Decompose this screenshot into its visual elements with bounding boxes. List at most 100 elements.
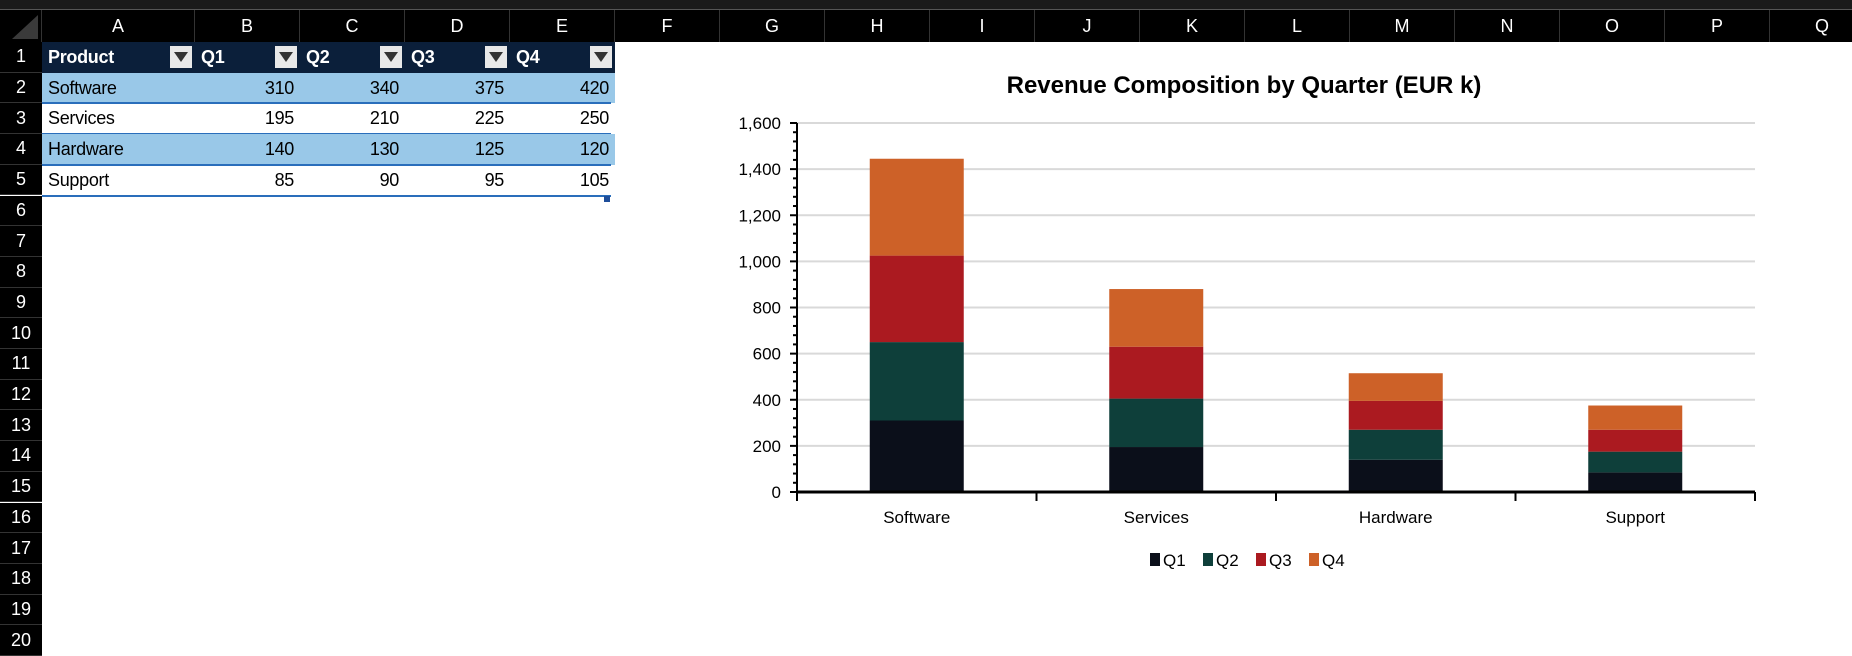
y-tick-label: 400 — [753, 391, 781, 410]
row-header-4[interactable]: 4 — [0, 134, 42, 165]
filter-dropdown-icon[interactable] — [170, 46, 192, 69]
row-divider — [42, 102, 611, 105]
row-header-10[interactable]: 10 — [0, 318, 42, 349]
row-header-5[interactable]: 5 — [0, 164, 42, 196]
bar-software-q4[interactable] — [869, 158, 964, 256]
column-header-F[interactable]: F — [615, 10, 720, 42]
x-category-label: Services — [1124, 508, 1189, 527]
filter-dropdown-icon[interactable] — [380, 46, 402, 69]
column-header-N[interactable]: N — [1455, 10, 1560, 42]
value-cell[interactable]: 250 — [579, 108, 609, 129]
bar-support-q1[interactable] — [1588, 472, 1683, 492]
column-header-M[interactable]: M — [1350, 10, 1455, 42]
table-header-product[interactable]: Product — [42, 42, 195, 73]
table-resize-handle[interactable] — [604, 196, 610, 202]
column-header-E[interactable]: E — [510, 10, 615, 42]
row-header-8[interactable]: 8 — [0, 256, 42, 288]
bar-software-q1[interactable] — [869, 420, 964, 492]
column-header-B[interactable]: B — [195, 10, 300, 42]
value-cell[interactable]: 420 — [510, 72, 615, 104]
select-all-button[interactable] — [0, 10, 42, 42]
bar-support-q4[interactable] — [1588, 405, 1683, 430]
value-cell[interactable]: 140 — [195, 134, 300, 165]
filter-dropdown-icon[interactable] — [485, 46, 507, 69]
value-cell[interactable]: 195 — [264, 108, 294, 129]
bar-support-q3[interactable] — [1588, 429, 1683, 452]
value-cell[interactable]: 210 — [369, 108, 399, 129]
bar-support-q2[interactable] — [1588, 451, 1683, 473]
legend-label: Q3 — [1269, 551, 1292, 570]
value-cell[interactable]: 340 — [300, 72, 405, 104]
value-cell[interactable]: 375 — [405, 72, 510, 104]
product-cell[interactable]: Software — [42, 72, 195, 104]
y-tick-label: 1,600 — [738, 114, 781, 133]
row-header-15[interactable]: 15 — [0, 471, 42, 503]
row-divider — [42, 163, 611, 166]
bar-services-q4[interactable] — [1109, 289, 1204, 347]
row-header-13[interactable]: 13 — [0, 410, 42, 442]
row-header-18[interactable]: 18 — [0, 563, 42, 595]
value-cell[interactable]: 310 — [195, 72, 300, 104]
value-cell[interactable]: 130 — [300, 134, 405, 165]
legend-swatch-q3 — [1256, 553, 1266, 566]
bar-software-q3[interactable] — [869, 255, 964, 343]
legend-label: Q4 — [1322, 551, 1345, 570]
row-header-19[interactable]: 19 — [0, 594, 42, 626]
row-header-12[interactable]: 12 — [0, 379, 42, 411]
column-header-J[interactable]: J — [1035, 10, 1140, 42]
value-cell[interactable]: 90 — [379, 169, 400, 190]
row-header-1[interactable]: 1 — [0, 42, 42, 73]
row-header-16[interactable]: 16 — [0, 502, 42, 534]
value-cell[interactable]: 120 — [510, 134, 615, 165]
column-header-P[interactable]: P — [1665, 10, 1770, 42]
filter-dropdown-icon[interactable] — [590, 46, 612, 69]
header-label: Q3 — [411, 46, 435, 67]
bar-hardware-q4[interactable] — [1348, 373, 1443, 401]
bar-services-q1[interactable] — [1109, 447, 1204, 492]
value-cell[interactable]: 85 — [274, 169, 295, 190]
column-header-D[interactable]: D — [405, 10, 510, 42]
row-header-2[interactable]: 2 — [0, 72, 42, 104]
column-header-K[interactable]: K — [1140, 10, 1245, 42]
column-header-L[interactable]: L — [1245, 10, 1350, 42]
table-header-q3[interactable]: Q3 — [405, 42, 510, 73]
column-header-I[interactable]: I — [930, 10, 1035, 42]
value-cell[interactable]: 125 — [405, 134, 510, 165]
y-tick-label: 1,400 — [738, 160, 781, 179]
column-header-A[interactable]: A — [42, 10, 195, 42]
row-header-20[interactable]: 20 — [0, 625, 42, 656]
legend-swatch-q4 — [1309, 553, 1319, 566]
column-header-H[interactable]: H — [825, 10, 930, 42]
value-cell[interactable]: 95 — [484, 169, 505, 190]
bar-hardware-q1[interactable] — [1348, 459, 1443, 492]
table-header-q1[interactable]: Q1 — [195, 42, 300, 73]
row-header-6[interactable]: 6 — [0, 195, 42, 227]
bar-hardware-q2[interactable] — [1348, 429, 1443, 460]
column-header-G[interactable]: G — [720, 10, 825, 42]
value-cell[interactable]: 105 — [579, 169, 609, 190]
legend-label: Q1 — [1163, 551, 1186, 570]
bar-services-q3[interactable] — [1109, 346, 1204, 399]
row-header-11[interactable]: 11 — [0, 349, 42, 380]
column-header-O[interactable]: O — [1560, 10, 1665, 42]
y-tick-label: 1,000 — [738, 252, 781, 271]
row-header-9[interactable]: 9 — [0, 287, 42, 319]
row-header-14[interactable]: 14 — [0, 441, 42, 472]
row-header-3[interactable]: 3 — [0, 103, 42, 135]
column-header-Q[interactable]: Q — [1770, 10, 1852, 42]
product-cell[interactable]: Hardware — [42, 134, 195, 165]
product-cell[interactable]: Support — [48, 169, 109, 190]
row-header-17[interactable]: 17 — [0, 533, 42, 564]
value-cell[interactable]: 225 — [474, 108, 504, 129]
row-header-7[interactable]: 7 — [0, 226, 42, 257]
table-header-q2[interactable]: Q2 — [300, 42, 405, 73]
bar-hardware-q3[interactable] — [1348, 400, 1443, 430]
bar-software-q2[interactable] — [869, 342, 964, 421]
product-cell[interactable]: Services — [48, 108, 115, 129]
legend-swatch-q1 — [1150, 553, 1160, 566]
filter-dropdown-icon[interactable] — [275, 46, 297, 69]
bar-services-q2[interactable] — [1109, 398, 1204, 448]
table-header-q4[interactable]: Q4 — [510, 42, 615, 73]
column-header-C[interactable]: C — [300, 10, 405, 42]
